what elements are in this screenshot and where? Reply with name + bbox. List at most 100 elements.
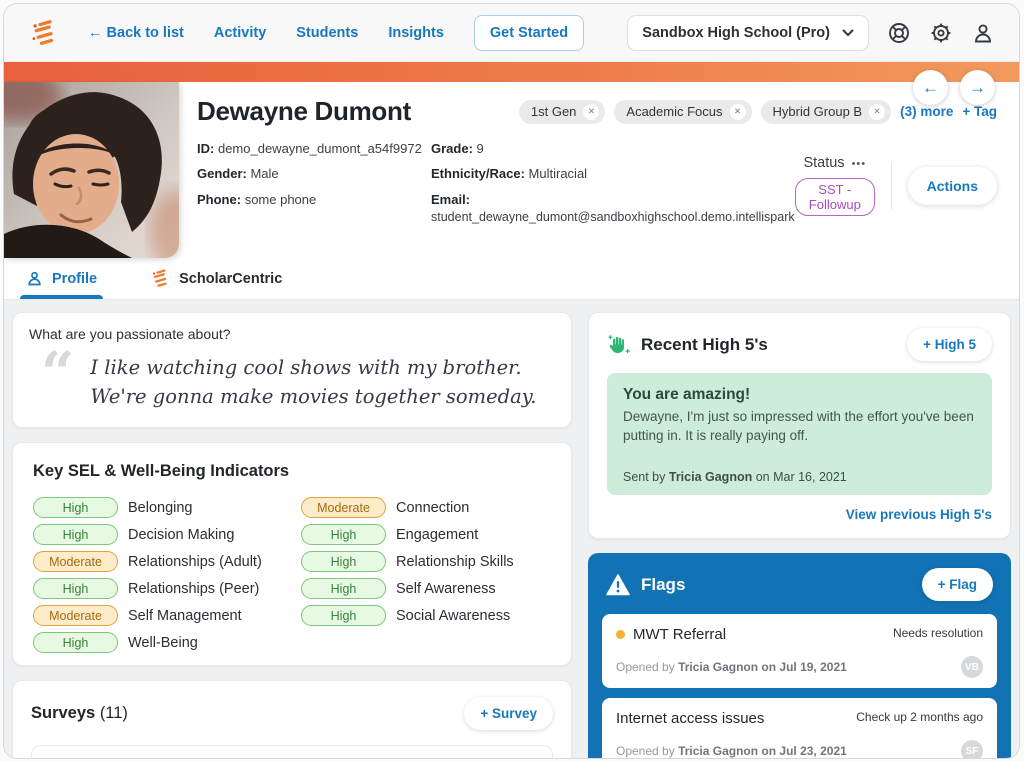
settings-gear-icon[interactable] [929,21,953,45]
passion-question: What are you passionate about? [29,326,231,342]
flag-status-text: Check up 2 months ago [856,710,983,725]
sel-label: Decision Making [128,526,235,543]
flag-item[interactable]: Internet access issues Check up 2 months… [602,698,997,758]
sel-label: Self Awareness [396,580,496,597]
previous-student-button[interactable]: ← [913,70,948,105]
level-badge: High [301,605,386,626]
grade-label: Grade: [431,141,473,156]
flags-card-title: Flags [641,574,686,594]
actions-button[interactable]: Actions [907,166,997,205]
tab-bar: Profile ScholarCentric [4,258,1019,300]
sel-indicators-card: Key SEL & Well-Being Indicators High Belo… [12,442,572,666]
tab-scholarcentric-label: ScholarCentric [179,270,283,287]
scholarcentric-logo-icon [152,269,167,287]
status-badge[interactable]: SST - Followup [794,178,875,216]
arrow-right-icon: → [969,77,986,97]
flag-item[interactable]: MWT Referral Needs resolution Opened by … [602,614,997,689]
info-column-left: ID: demo_dewayne_dumont_a54f9972 Gender:… [197,141,431,217]
sel-label: Relationships (Peer) [128,580,260,597]
remove-tag-icon[interactable]: ✕ [869,103,886,120]
nav-link-students[interactable]: Students [296,24,359,41]
help-icon[interactable] [887,21,911,45]
sel-card-title: Key SEL & Well-Being Indicators [33,462,290,480]
tag-label: Hybrid Group B [772,104,863,119]
sel-label: Engagement [396,526,479,543]
flag-title: Internet access issues [616,710,765,728]
sent-date: on Mar 16, 2021 [755,470,847,485]
sel-label: Social Awareness [396,607,511,624]
add-tag-link[interactable]: + Tag [962,104,997,119]
add-high5-button[interactable]: + High 5 [907,328,992,361]
add-flag-button[interactable]: + Flag [921,568,993,602]
nav-link-insights[interactable]: Insights [388,24,444,41]
tab-scholarcentric[interactable]: ScholarCentric [149,258,282,299]
sel-label: Self Management [128,607,242,624]
sel-item: High Relationships (Peer) [33,578,283,599]
flag-status-text: Needs resolution [892,626,983,641]
sel-item: High Social Awareness [301,605,551,626]
high5-card-title: Recent High 5's [641,334,768,354]
gender-label: Gender: [197,166,247,182]
level-badge: High [301,551,386,572]
opened-by-name: Tricia Gagnon [678,660,759,675]
get-started-button[interactable]: Get Started [473,14,585,51]
school-selector[interactable]: Sandbox High School (Pro) [627,14,869,51]
level-badge: High [33,632,118,653]
remove-tag-icon[interactable]: ✕ [729,103,746,120]
flag-opened-text: Opened by Tricia Gagnon on Jul 23, 2021 [616,744,847,758]
sel-item: High Well-Being [33,632,283,653]
person-icon [28,271,41,286]
level-badge: High [33,524,118,545]
add-survey-button[interactable]: + Survey [464,697,553,730]
account-person-icon[interactable] [971,21,995,45]
tag-1st-gen[interactable]: 1st Gen ✕ [518,99,606,124]
avatar: SF [961,740,983,758]
main-content: What are you passionate about? “ I like … [4,300,1019,758]
high5-note: You are amazing! Dewayne, I'm just so im… [607,373,992,496]
quote-mark-icon: “ [41,339,75,407]
tag-academic-focus[interactable]: Academic Focus ✕ [614,99,752,124]
id-value: demo_dewayne_dumont_a54f9972 [217,141,422,156]
back-to-list-link[interactable]: ← Back to list [88,24,184,41]
sender-name: Tricia Gagnon [668,470,753,485]
tab-profile[interactable]: Profile [19,258,104,299]
opened-date: on Jul 23, 2021 [761,744,847,759]
tag-label: Academic Focus [626,104,723,119]
next-student-button[interactable]: → [960,70,995,105]
tag-hybrid-group-b[interactable]: Hybrid Group B ✕ [760,99,892,124]
surveys-title: Surveys [31,704,96,722]
phone-value: some phone [244,191,317,207]
chevron-down-icon [842,29,854,36]
tag-label: 1st Gen [530,104,577,119]
status-block: Status ••• SST - Followup Actions [794,155,997,216]
view-previous-high5s-link[interactable]: View previous High 5's [845,507,992,523]
more-tags-link[interactable]: (3) more [900,104,954,119]
flag-title: MWT Referral [633,626,727,644]
level-badge: High [301,578,386,599]
sel-item: Moderate Relationships (Adult) [33,551,283,572]
nav-right-group: Sandbox High School (Pro) [627,14,995,51]
sel-item: Moderate Self Management [33,605,283,626]
email-label: Email: [431,191,471,207]
level-badge: High [33,578,118,599]
remove-tag-icon[interactable]: ✕ [583,103,600,120]
info-column-right: Grade: 9 Ethnicity/Race: Multiracial Ema… [431,141,795,234]
tab-profile-label: Profile [52,270,98,287]
flag-status-dot [616,630,625,640]
passion-card: What are you passionate about? “ I like … [12,312,572,428]
accent-banner [4,62,1019,82]
right-column: Recent High 5's + High 5 You are amazing… [588,312,1011,758]
id-label: ID: [197,141,215,156]
app-logo-icon[interactable] [28,18,58,48]
app-window: ← Back to list Activity Students Insight… [3,3,1020,759]
nav-link-activity[interactable]: Activity [213,24,267,41]
school-selector-label: Sandbox High School (Pro) [642,24,830,41]
sel-label: Connection [396,499,470,516]
email-value: student_dewayne_dumont@sandboxhighschool… [431,209,795,224]
level-badge: Moderate [301,497,386,518]
sel-item: High Self Awareness [301,578,551,599]
survey-list-item[interactable]: ScholarCentric Middle/High 1 (Pre) [31,745,553,758]
status-menu-dots-icon[interactable]: ••• [851,158,867,170]
sel-item: High Relationship Skills [301,551,551,572]
student-pager: ← → [913,70,995,105]
